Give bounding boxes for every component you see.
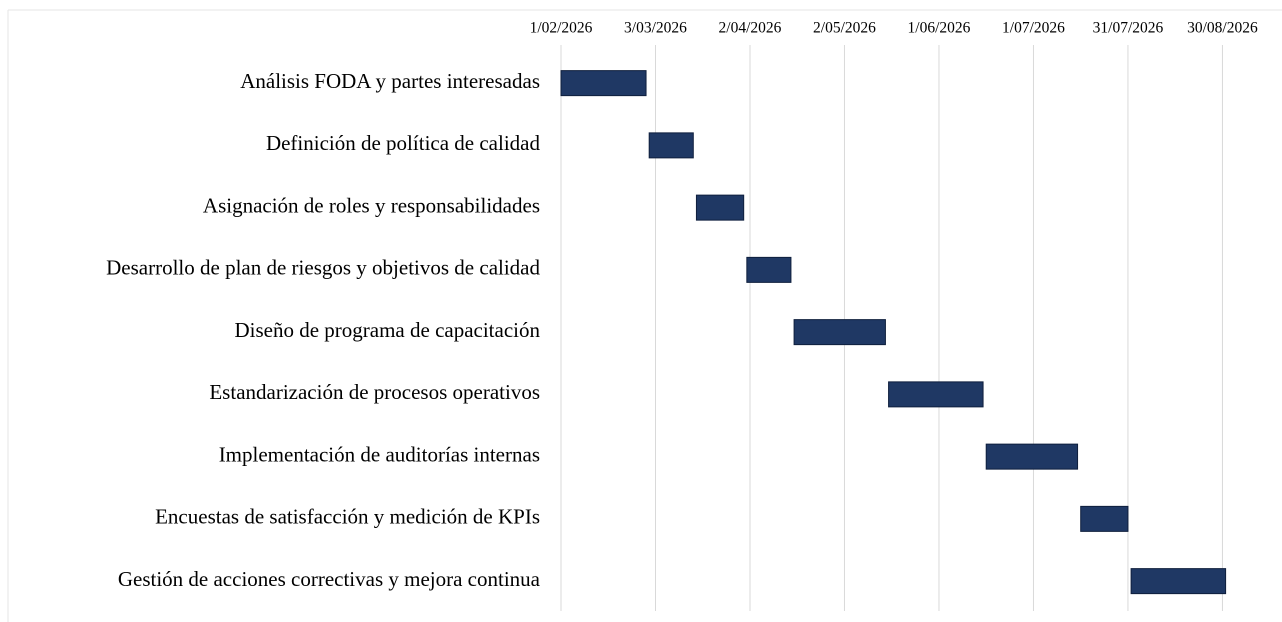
task-bar (746, 256, 792, 283)
task-bar (985, 443, 1079, 470)
task-bar (1080, 505, 1129, 532)
task-bar (560, 70, 647, 97)
task-bar (888, 381, 984, 408)
x-tick-label: 30/08/2026 (1187, 20, 1258, 37)
task-label: Encuestas de satisfacción y medición de … (155, 505, 540, 529)
task-bar (793, 319, 886, 346)
task-bar (648, 132, 694, 159)
task-label: Definición de política de calidad (266, 131, 541, 155)
task-bar (1130, 568, 1227, 595)
x-tick-label: 3/03/2026 (624, 20, 687, 37)
task-label: Estandarización de procesos operativos (209, 380, 540, 404)
x-tick-label: 1/06/2026 (908, 20, 971, 37)
task-bar (695, 194, 745, 221)
task-label: Desarrollo de plan de riesgos y objetivo… (106, 256, 540, 280)
x-tick-label: 1/07/2026 (1002, 20, 1065, 37)
x-tick-label: 1/02/2026 (530, 20, 593, 37)
task-label: Gestión de acciones correctivas y mejora… (118, 567, 541, 591)
task-label: Implementación de auditorías internas (219, 442, 540, 466)
x-tick-label: 2/05/2026 (813, 20, 876, 37)
task-label: Asignación de roles y responsabilidades (203, 193, 540, 217)
x-tick-label: 31/07/2026 (1093, 20, 1164, 37)
x-tick-label: 2/04/2026 (719, 20, 782, 37)
task-label: Análisis FODA y partes interesadas (240, 69, 540, 93)
task-label: Diseño de programa de capacitación (234, 318, 540, 342)
